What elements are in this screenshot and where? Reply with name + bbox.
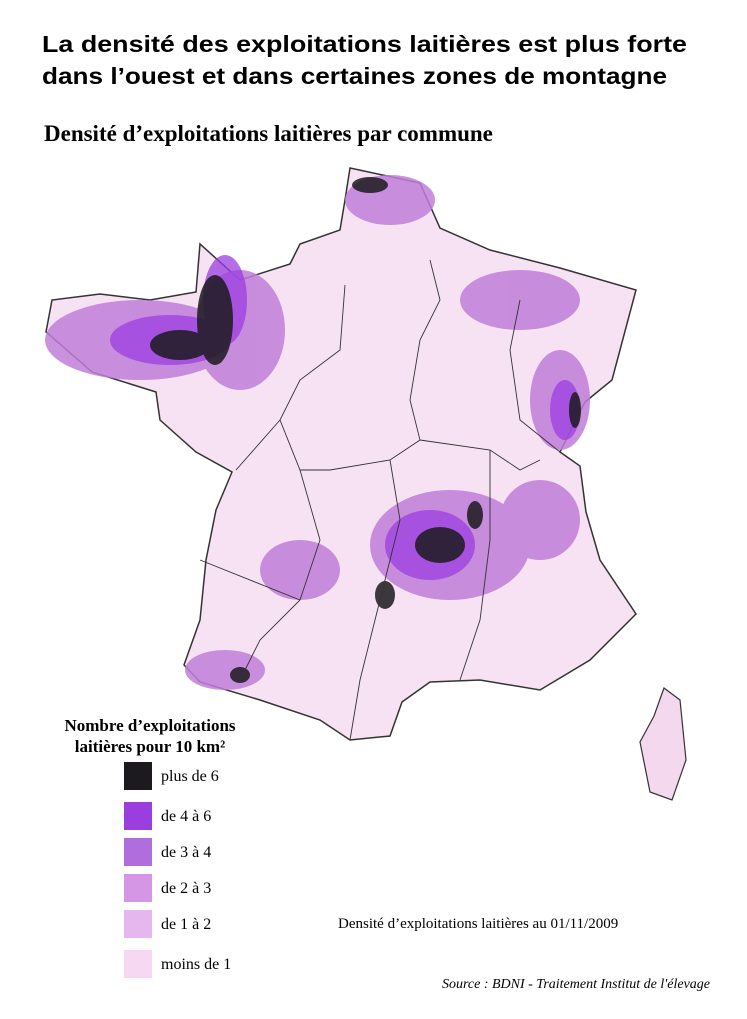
legend-label: de 3 à 4 [161, 844, 211, 861]
source: Source : BDNI - Traitement Institut de l… [442, 977, 710, 992]
legend-swatch [124, 950, 152, 978]
legend-swatch [124, 910, 152, 938]
legend-label: plus de 6 [161, 768, 219, 785]
headline: dans l’ouest et dans certaines zones de … [42, 63, 667, 89]
headline: La densité des exploitations laitières e… [42, 31, 687, 57]
legend-label: de 2 à 3 [161, 880, 211, 897]
legend: plus de 6 de 4 à 6 de 3 à 4 de 2 à 3 de 1 à … [124, 762, 231, 978]
legend-swatch [124, 762, 152, 790]
legend-label: de 4 à 6 [161, 808, 211, 825]
map-title: Densité d’exploitations laitières par co… [44, 121, 493, 146]
legend-swatch [124, 838, 152, 866]
legend-title: laitières pour 10 km² [75, 737, 225, 756]
legend-label: de 1 à 2 [161, 916, 211, 933]
date-note: Densité d’exploitations laitières au 01/… [338, 916, 618, 932]
legend-swatch [124, 874, 152, 902]
legend-label: moins de 1 [161, 956, 231, 973]
legend-swatch [124, 802, 152, 830]
france-map [45, 167, 687, 801]
legend-title: Nombre d’exploitations [64, 716, 235, 735]
